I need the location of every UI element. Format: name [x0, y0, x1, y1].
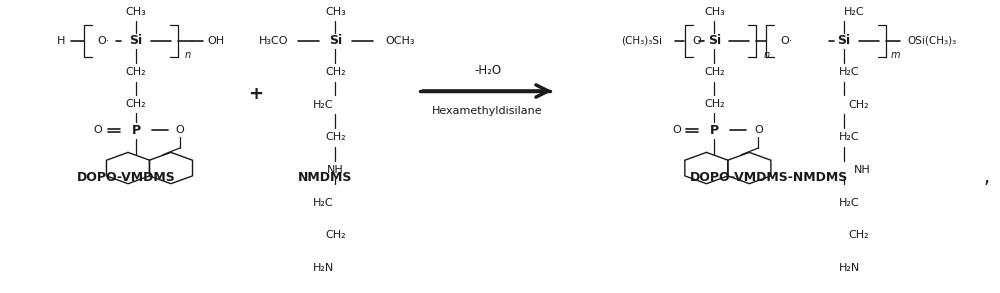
Text: -H₂O: -H₂O — [474, 64, 501, 77]
Text: H₂C: H₂C — [839, 132, 859, 142]
Text: Si: Si — [329, 34, 342, 47]
Text: CH₂: CH₂ — [325, 132, 346, 142]
Text: Hexamethyldisilane: Hexamethyldisilane — [432, 106, 543, 116]
Text: O·: O· — [692, 36, 705, 46]
Text: OSi(CH₃)₃: OSi(CH₃)₃ — [907, 36, 956, 46]
Text: CH₂: CH₂ — [849, 100, 869, 110]
Text: (CH₃)₃Si: (CH₃)₃Si — [621, 36, 662, 46]
Text: m: m — [891, 50, 901, 60]
Text: OH: OH — [207, 36, 224, 46]
Text: O: O — [176, 125, 184, 135]
Text: H₂N: H₂N — [838, 263, 860, 273]
Text: CH₂: CH₂ — [126, 67, 146, 77]
Text: OCH₃: OCH₃ — [386, 36, 415, 46]
Text: CH₂: CH₂ — [849, 230, 869, 240]
Text: H₂C: H₂C — [839, 197, 859, 207]
Text: n: n — [185, 50, 191, 60]
Text: ,: , — [984, 168, 990, 187]
Text: CH₃: CH₃ — [126, 7, 146, 17]
Text: NH: NH — [327, 165, 344, 175]
Text: n: n — [763, 50, 769, 60]
Text: O: O — [754, 125, 763, 135]
Text: O: O — [672, 125, 681, 135]
Text: H₂N: H₂N — [313, 263, 334, 273]
Text: NMDMS: NMDMS — [298, 171, 353, 184]
Text: CH₃: CH₃ — [704, 7, 725, 17]
Text: O·: O· — [780, 36, 792, 46]
Text: CH₂: CH₂ — [325, 230, 346, 240]
Text: DOPO-VMDMS-NMDMS: DOPO-VMDMS-NMDMS — [690, 171, 848, 184]
Text: NH: NH — [854, 165, 870, 175]
Text: P: P — [710, 124, 719, 137]
Text: H₂C: H₂C — [313, 100, 334, 110]
Text: H₂C: H₂C — [313, 197, 334, 207]
Text: Si: Si — [708, 34, 721, 47]
Text: CH₂: CH₂ — [704, 99, 725, 109]
Text: H₂C: H₂C — [844, 7, 864, 17]
Text: O: O — [94, 125, 102, 135]
Text: H: H — [57, 36, 65, 46]
Text: CH₂: CH₂ — [704, 67, 725, 77]
Text: O·: O· — [97, 36, 109, 46]
Text: CH₂: CH₂ — [126, 99, 146, 109]
Text: CH₃: CH₃ — [325, 7, 346, 17]
Text: DOPO-VMDMS: DOPO-VMDMS — [77, 171, 175, 184]
Text: Si: Si — [837, 34, 851, 47]
Text: H₂C: H₂C — [839, 67, 859, 77]
Text: Si: Si — [129, 34, 143, 47]
Text: H₃CO: H₃CO — [259, 36, 288, 46]
Text: CH₂: CH₂ — [325, 67, 346, 77]
Text: P: P — [131, 124, 141, 137]
Text: +: + — [248, 85, 263, 103]
